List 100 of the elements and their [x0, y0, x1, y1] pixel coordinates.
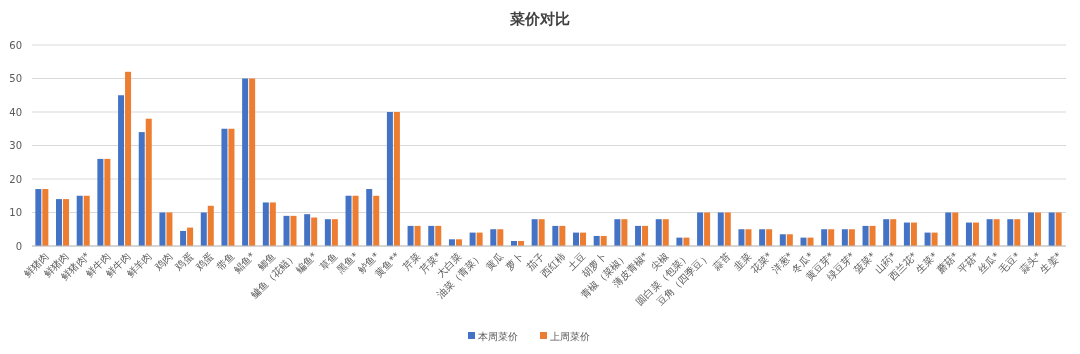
bar: [366, 189, 373, 246]
bar: [883, 219, 890, 246]
x-tick-label: 鸡蛋: [172, 250, 195, 273]
bar: [311, 217, 318, 246]
bar: [869, 225, 876, 246]
bar: [125, 71, 132, 246]
x-tick-label: 鸡肉: [151, 250, 175, 273]
bar: [290, 215, 297, 246]
x-tick-label: 萝卜: [503, 250, 526, 273]
bar: [166, 212, 173, 246]
bar: [531, 219, 538, 246]
bar: [766, 229, 773, 246]
bar: [56, 199, 63, 246]
bar: [76, 195, 83, 246]
bar: [642, 225, 649, 246]
bar: [662, 219, 669, 246]
bar: [1034, 212, 1041, 246]
x-tick-label: 鸡蛋: [193, 250, 216, 273]
bar: [593, 235, 600, 246]
bar: [104, 158, 111, 246]
bar: [304, 214, 311, 246]
bar: [407, 225, 414, 246]
bar: [600, 235, 607, 246]
bar: [697, 212, 704, 246]
bar: [945, 212, 952, 246]
bar: [952, 212, 959, 246]
bar: [63, 199, 70, 246]
legend-label: 上周菜价: [550, 330, 590, 342]
bar: [455, 239, 462, 246]
bar: [221, 128, 228, 246]
bar: [786, 234, 793, 246]
bar: [738, 229, 745, 246]
bar: [848, 229, 855, 246]
bar: [552, 225, 559, 246]
bar: [717, 212, 724, 246]
bar: [83, 195, 90, 246]
bar: [262, 202, 269, 246]
x-tick-label: 蒜苔: [710, 250, 733, 273]
bar: [655, 219, 662, 246]
bar: [345, 195, 352, 246]
bar: [724, 212, 731, 246]
bar: [986, 219, 993, 246]
bar: [993, 219, 1000, 246]
bar: [469, 232, 476, 246]
bar: [965, 222, 972, 246]
bar: [497, 229, 504, 246]
bar: [476, 232, 483, 246]
bar: [414, 225, 421, 246]
bar: [1027, 212, 1034, 246]
y-tick-label: 60: [9, 39, 22, 51]
bar: [35, 189, 42, 246]
y-tick-label: 20: [9, 173, 22, 185]
bar: [828, 229, 835, 246]
bar: [386, 112, 393, 246]
y-tick-label: 0: [15, 240, 22, 252]
bar: [159, 212, 166, 246]
bar: [448, 239, 455, 246]
bar: [283, 215, 290, 246]
bar: [704, 212, 711, 246]
bar: [249, 78, 256, 246]
bar: [269, 202, 276, 246]
bar: [821, 229, 828, 246]
bar: [1007, 219, 1014, 246]
x-tick-label: 鳊鱼*: [293, 250, 320, 276]
bar: [924, 232, 931, 246]
bar: [903, 222, 910, 246]
bar: [862, 225, 869, 246]
bar: [759, 229, 766, 246]
bar: [745, 229, 752, 246]
bar: [118, 95, 125, 246]
bar: [573, 232, 580, 246]
bar: [910, 222, 917, 246]
y-tick-label: 10: [9, 207, 22, 218]
bar: [972, 222, 979, 246]
bar: [435, 225, 442, 246]
bar: [42, 189, 49, 246]
bar: [779, 234, 786, 246]
x-tick-label: 黄瓜: [483, 250, 506, 273]
bar: [187, 227, 194, 246]
bar: [97, 158, 104, 246]
bar: [324, 219, 331, 246]
bar: [1055, 212, 1062, 246]
bar: [428, 225, 435, 246]
bar: [373, 195, 380, 246]
y-tick-label: 30: [9, 140, 22, 151]
legend-label: 本周菜价: [478, 330, 518, 342]
bar: [931, 232, 938, 246]
bar: [559, 225, 566, 246]
bar: [580, 232, 587, 246]
bar: [393, 112, 400, 246]
bar: [331, 219, 338, 246]
chart-title: 菜价对比: [509, 10, 570, 28]
bar: [207, 205, 214, 246]
bar: [841, 229, 848, 246]
bar: [180, 230, 187, 246]
bar: [614, 219, 621, 246]
bar: [138, 132, 145, 246]
bar: [1014, 219, 1021, 246]
bar: [145, 118, 152, 246]
y-tick-label: 50: [9, 73, 22, 84]
